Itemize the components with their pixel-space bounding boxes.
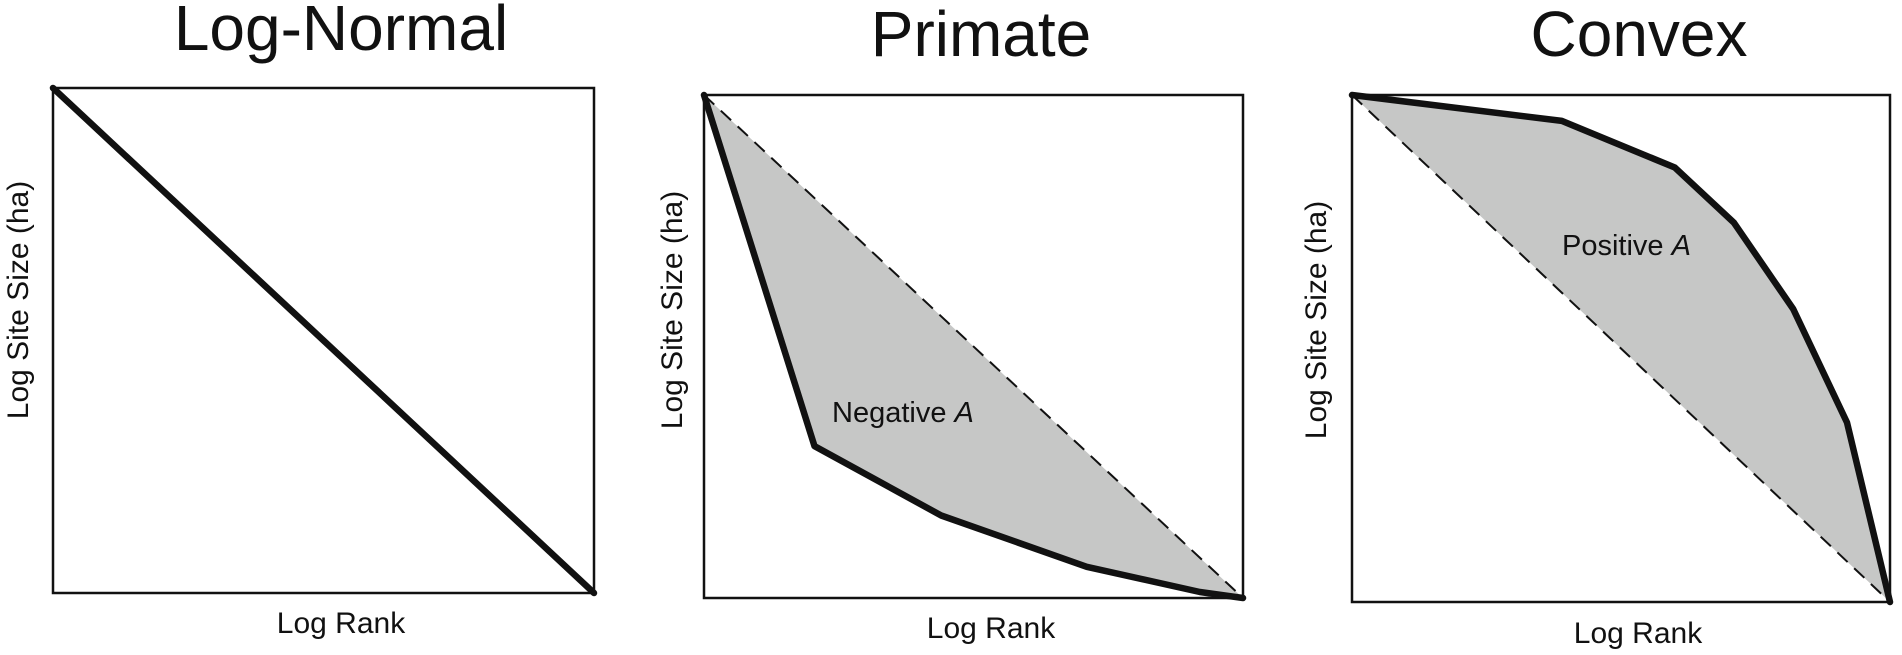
panel-title: Convex xyxy=(1531,0,1748,70)
rank-size-curve xyxy=(1348,91,1894,606)
panel-primate: Primate Negative A Log Rank Log Site Siz… xyxy=(656,0,1247,645)
area-annotation: Negative A xyxy=(832,397,974,429)
x-axis-label: Log Rank xyxy=(1574,617,1703,650)
panel-convex: Convex Positive A Log Rank Log Site Size… xyxy=(1300,0,1894,650)
panel-log-normal: Log-Normal Log Rank Log Site Size (ha) xyxy=(2,0,598,640)
reference-line xyxy=(703,94,1244,599)
x-axis-label: Log Rank xyxy=(927,612,1056,645)
y-axis-label: Log Site Size (ha) xyxy=(1300,201,1333,439)
annotation-prefix: Positive xyxy=(1562,230,1672,262)
x-axis-label: Log Rank xyxy=(277,607,406,640)
annotation-symbol: A xyxy=(1670,230,1691,262)
annotation-symbol: A xyxy=(953,397,974,429)
reference-line xyxy=(1351,94,1891,603)
panel-title: Primate xyxy=(871,0,1092,70)
rank-size-curve xyxy=(49,84,598,597)
annotation-prefix: Negative xyxy=(832,397,955,429)
panel-title: Log-Normal xyxy=(174,0,508,64)
rank-size-curve xyxy=(700,91,1247,602)
area-annotation: Positive A xyxy=(1562,230,1691,262)
y-axis-label: Log Site Size (ha) xyxy=(2,181,35,419)
y-axis-label: Log Site Size (ha) xyxy=(656,191,689,429)
